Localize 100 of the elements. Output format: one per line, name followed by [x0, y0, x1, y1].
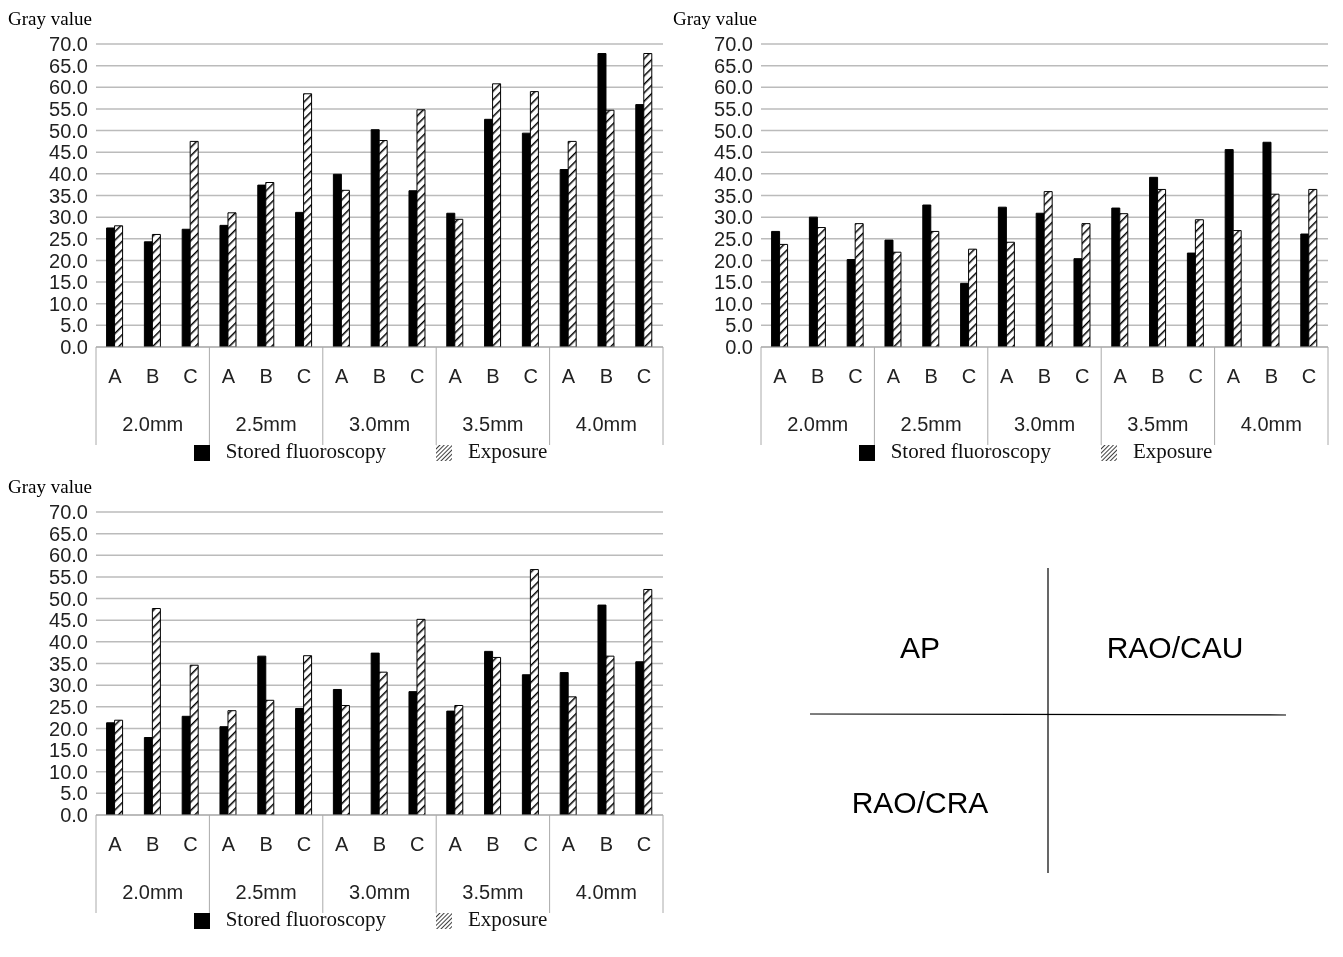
y-tick-label: 30.0 [49, 206, 88, 229]
x-tick-label: B [1037, 365, 1052, 387]
y-tick-label: 40.0 [49, 630, 88, 653]
y-tick-label: 10.0 [49, 760, 88, 783]
x-tick-label: B [372, 365, 387, 387]
x-tick-label: C [636, 365, 652, 387]
x-tick-label: A [221, 365, 236, 387]
y-tick-label: 60.0 [49, 544, 88, 567]
y-tick-label: 40.0 [714, 162, 753, 185]
x-tick-label: C [1188, 365, 1203, 387]
y-tick-label: 10.0 [714, 292, 753, 315]
y-tick-label: 65.0 [714, 54, 753, 77]
y-tick-label: 5.0 [60, 782, 88, 805]
y-tick-label: 60.0 [714, 76, 753, 99]
x-tick-label: B [924, 365, 938, 387]
x-tick-label: C [523, 365, 538, 387]
x-tick-label: C [848, 365, 863, 387]
x-tick-label: A [1113, 365, 1128, 387]
text: 3.0mm [1013, 413, 1076, 435]
y-tick-label: 70.0 [714, 33, 753, 56]
text: 2.5mm [235, 881, 297, 903]
y-tick-label: 70.0 [49, 501, 88, 524]
x-tick-label: A [448, 833, 463, 855]
x-tick-label: C [523, 833, 538, 855]
y-axis-title: Gray value [8, 476, 93, 499]
y-tick-label: 35.0 [49, 652, 88, 675]
x-tick-label: C [961, 365, 977, 387]
text: 3.0mm [348, 881, 411, 903]
y-tick-label: 55.0 [49, 566, 88, 589]
y-tick-label: 35.0 [714, 184, 753, 207]
y-tick-label: 0.0 [725, 336, 753, 359]
x-tick-label: C [410, 365, 425, 387]
x-tick-label: C [410, 833, 425, 855]
y-tick-label: 40.0 [49, 162, 88, 185]
x-tick-label: C [1075, 365, 1090, 387]
text: 3.5mm [1127, 413, 1189, 435]
text: 3.5mm [462, 881, 524, 903]
x-tick-label: B [259, 833, 273, 855]
x-tick-label: B [259, 365, 273, 387]
y-tick-label: 70.0 [49, 33, 88, 56]
x-tick-label: C [636, 833, 652, 855]
y-tick-label: 15.0 [49, 739, 88, 762]
y-tick-label: 45.0 [49, 609, 88, 632]
text: RAO/CRA [851, 786, 989, 819]
legend-label: Stored fluoroscopy [225, 907, 387, 931]
x-tick-label: B [486, 365, 500, 387]
y-axis-title: Gray value [673, 8, 758, 31]
legend-label: Stored fluoroscopy [225, 439, 387, 463]
y-tick-label: 5.0 [725, 314, 753, 337]
y-tick-label: 20.0 [49, 717, 88, 740]
x-tick-label: A [108, 833, 123, 855]
y-tick-label: 20.0 [49, 249, 88, 272]
y-tick-label: 10.0 [49, 292, 88, 315]
text: AP [899, 631, 941, 664]
x-tick-label: B [146, 833, 160, 855]
y-tick-label: 15.0 [714, 271, 753, 294]
x-tick-label: B [486, 833, 500, 855]
legend-label: Exposure [468, 907, 548, 931]
text: 2.5mm [900, 413, 962, 435]
x-tick-label: C [183, 833, 198, 855]
x-tick-label: A [886, 365, 901, 387]
x-tick-label: A [108, 365, 123, 387]
text: RAO/CAU [1106, 631, 1244, 664]
x-tick-label: B [1151, 365, 1165, 387]
y-tick-label: 0.0 [60, 336, 88, 359]
y-tick-label: 65.0 [49, 522, 88, 545]
x-tick-label: C [1301, 365, 1317, 387]
x-tick-label: A [561, 365, 576, 387]
legend-label: Stored fluoroscopy [890, 439, 1052, 463]
x-tick-label: A [1000, 365, 1015, 387]
x-tick-label: A [221, 833, 236, 855]
text: 3.0mm [348, 413, 411, 435]
text: 2.5mm [235, 413, 297, 435]
x-tick-label: B [599, 365, 613, 387]
x-tick-label: B [599, 833, 613, 855]
text: 3.5mm [462, 413, 524, 435]
text: 4.0mm [1240, 413, 1302, 435]
y-tick-label: 55.0 [714, 98, 753, 121]
y-tick-label: 25.0 [49, 695, 88, 718]
y-tick-label: 0.0 [60, 804, 88, 827]
legend-label: Exposure [1133, 439, 1213, 463]
y-tick-label: 55.0 [49, 98, 88, 121]
x-tick-label: C [183, 365, 198, 387]
y-tick-label: 15.0 [49, 271, 88, 294]
y-tick-label: 50.0 [49, 587, 88, 610]
y-tick-label: 25.0 [714, 227, 753, 250]
x-tick-label: A [1226, 365, 1241, 387]
x-tick-label: B [811, 365, 825, 387]
y-tick-label: 50.0 [714, 119, 753, 142]
legend-label: Exposure [468, 439, 548, 463]
text: 2.0mm [122, 881, 184, 903]
y-tick-label: 20.0 [714, 249, 753, 272]
text: 4.0mm [575, 881, 637, 903]
x-tick-label: C [296, 833, 312, 855]
y-tick-label: 60.0 [49, 76, 88, 99]
x-tick-label: C [296, 365, 312, 387]
x-tick-label: B [146, 365, 160, 387]
y-tick-label: 30.0 [714, 206, 753, 229]
x-tick-label: B [1264, 365, 1278, 387]
y-tick-label: 5.0 [60, 314, 88, 337]
